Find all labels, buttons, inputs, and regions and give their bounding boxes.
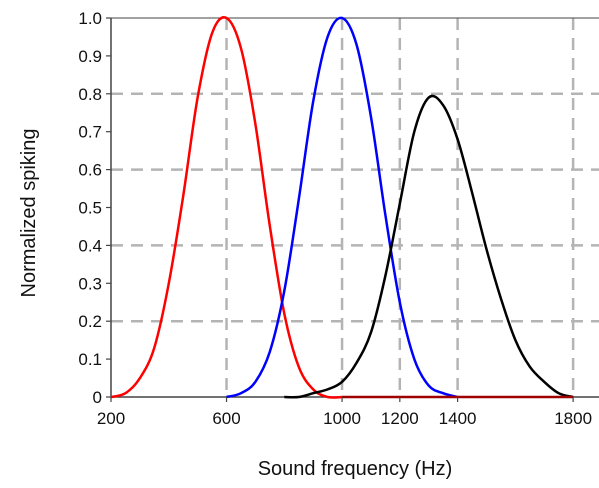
y-tick-label: 0.1 [78,350,102,369]
x-axis-label: Sound frequency (Hz) [258,458,453,480]
x-tick-label: 1200 [381,409,419,428]
y-tick-label: 0.6 [78,161,102,180]
x-tick-label: 600 [212,409,240,428]
y-axis-label: Normalized spiking [18,129,40,298]
y-axis-ticks: 0 0.1 0.2 0.3 0.4 0.5 0.6 0.7 0.8 0.9 1.0 [78,9,111,407]
x-tick-label: 200 [97,409,125,428]
x-tick-label: 1800 [554,409,592,428]
series-line-1 [110,16,343,399]
x-tick-label: 1400 [439,409,477,428]
y-tick-label: 0.3 [78,274,102,293]
x-tick-label: 1000 [323,409,361,428]
series-line-2 [226,16,458,399]
y-tick-label: 0.4 [78,236,102,255]
y-tick-label: 0.8 [78,85,102,104]
grid [111,18,599,397]
x-axis-ticks: 200 600 1000 1200 1400 1800 [97,397,592,428]
series-line-3 [284,94,574,399]
y-tick-label: 0.9 [78,47,102,66]
y-tick-label: 0.7 [78,123,102,142]
y-tick-label: 0.5 [78,199,102,218]
y-tick-label: 0.2 [78,312,102,331]
plot-frame [110,17,599,398]
y-tick-label: 1.0 [78,9,102,28]
y-tick-label: 0 [93,388,102,407]
